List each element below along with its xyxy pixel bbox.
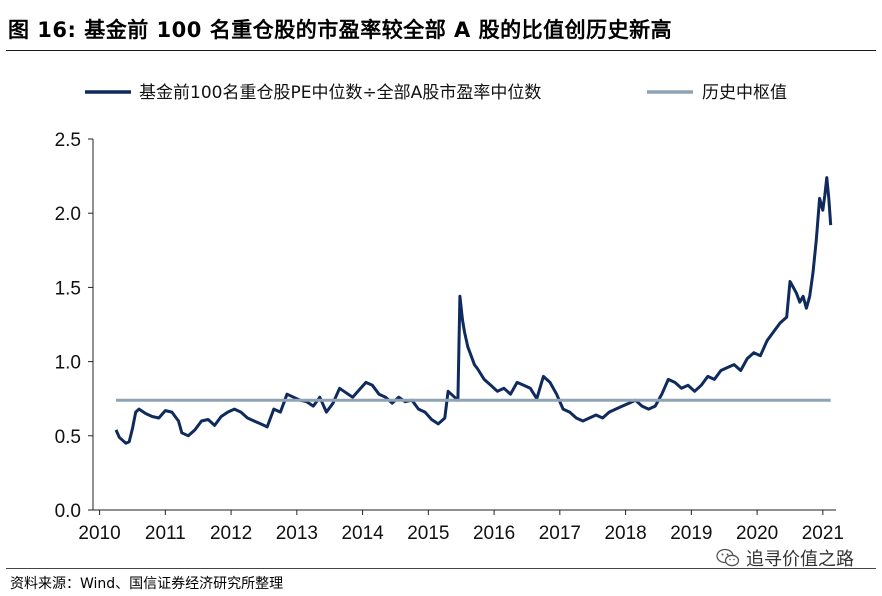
x-tick-label: 2019: [670, 523, 712, 544]
watermark-text: 追寻价值之路: [746, 549, 854, 570]
line-chart: 基金前100名重仓股PE中位数÷全部A股市盈率中位数 历史中枢值 0.0 0.5 1.…: [55, 83, 844, 544]
chart-axes: [88, 138, 836, 515]
chart-legend: 基金前100名重仓股PE中位数÷全部A股市盈率中位数 历史中枢值: [85, 83, 787, 103]
legend-item-pe-ratio: 基金前100名重仓股PE中位数÷全部A股市盈率中位数: [85, 83, 541, 103]
footer-divider: [6, 568, 876, 569]
x-tick-label: 2015: [407, 523, 449, 544]
y-tick-label: 0.5: [55, 427, 81, 448]
x-tick-label: 2021: [802, 523, 844, 544]
x-tick-label: 2012: [210, 523, 252, 544]
y-tick-label: 1.5: [55, 278, 81, 299]
legend-item-historical-median: 历史中枢值: [647, 83, 787, 103]
y-tick-label: 2.0: [55, 204, 81, 225]
x-tick-label: 2013: [276, 523, 318, 544]
legend-label: 基金前100名重仓股PE中位数÷全部A股市盈率中位数: [139, 83, 541, 103]
x-tick-label: 2017: [539, 523, 581, 544]
series-line-pe-ratio: [114, 176, 833, 445]
source-note: 资料来源：Wind、国信证券经济研究所整理: [10, 576, 284, 592]
legend-label: 历史中枢值: [702, 83, 787, 103]
x-tick-label: 2014: [341, 523, 384, 544]
y-tick-labels: 0.0 0.5 1.0 1.5 2.0 2.5: [55, 130, 81, 522]
x-tick-label: 2016: [473, 523, 515, 544]
title-divider: [6, 50, 876, 51]
x-tick-labels: 2010 2011 2012 2013 2014 2015 2016 2017 2018 2019…: [78, 523, 844, 544]
x-tick-label: 2011: [145, 523, 186, 544]
x-tick-label: 2018: [604, 523, 646, 544]
y-tick-label: 1.0: [55, 353, 81, 374]
y-tick-label: 2.5: [55, 130, 81, 151]
y-tick-label: 0.0: [55, 501, 81, 522]
x-tick-label: 2010: [78, 523, 120, 544]
x-tick-label: 2020: [736, 523, 778, 544]
page-title: 图 16: 基金前 100 名重仓股的市盈率较全部 A 股的比值创历史新高: [8, 18, 673, 42]
watermark: 追寻价值之路: [716, 545, 854, 571]
plot-area: [114, 176, 833, 445]
wechat-icon: [716, 548, 740, 567]
